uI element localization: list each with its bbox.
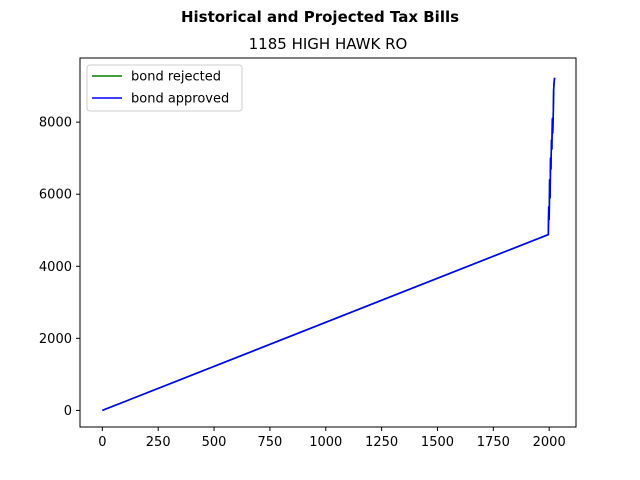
x-tick-label: 500 xyxy=(202,435,227,450)
x-tick-label: 0 xyxy=(98,435,106,450)
y-tick-label: 8000 xyxy=(39,116,72,131)
x-tick-label: 1500 xyxy=(421,435,454,450)
y-tick-label: 2000 xyxy=(39,332,72,347)
legend-label: bond rejected xyxy=(131,70,221,85)
y-tick-label: 6000 xyxy=(39,188,72,203)
x-tick-label: 250 xyxy=(146,435,171,450)
x-tick-label: 2000 xyxy=(533,435,566,450)
legend: bond rejected bond approved xyxy=(86,64,243,112)
series-layer xyxy=(102,77,556,412)
legend-label: bond approved xyxy=(131,92,229,107)
series-line-bond-rejected xyxy=(102,77,556,412)
chart-title: 1185 HIGH HAWK RO xyxy=(249,35,408,53)
x-tick-label: 750 xyxy=(257,435,282,450)
legend-box xyxy=(86,64,243,112)
axes-frame xyxy=(79,57,577,428)
x-tick-label: 1000 xyxy=(309,435,342,450)
y-tick-label: 0 xyxy=(64,404,72,419)
x-tick-label: 1750 xyxy=(477,435,510,450)
y-axis: 0 2000 4000 6000 8000 xyxy=(39,116,80,419)
series-line-bond-approved xyxy=(102,77,556,412)
x-tick-label: 1250 xyxy=(365,435,398,450)
y-tick-label: 4000 xyxy=(39,260,72,275)
x-axis: 0 250 500 750 1000 1250 1500 1750 2000 xyxy=(98,427,566,450)
chart-suptitle: Historical and Projected Tax Bills xyxy=(181,8,459,26)
